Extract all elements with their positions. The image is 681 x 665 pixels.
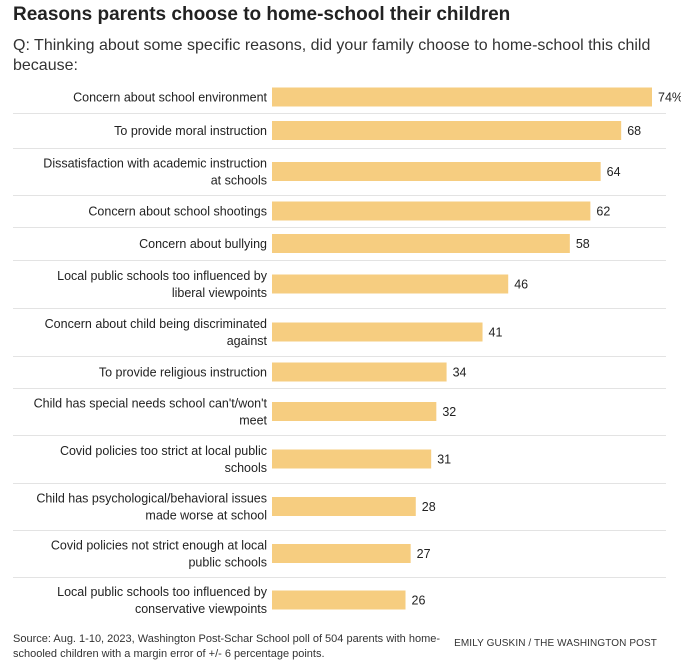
category-label: Covid policies too strict at local publi… [60,444,267,475]
category-label: Concern about school environment [73,91,267,105]
category-label: Child has psychological/behavioral issue… [36,492,267,523]
bar [272,121,622,140]
bar [272,274,509,294]
value-label: 74% [658,91,681,105]
category-label: Local public schools too influenced by co… [57,585,268,616]
chart-subtitle: Q: Thinking about some specific reasons,… [13,37,651,74]
bar [272,544,411,563]
bar [272,201,591,221]
category-label: Concern about school shootings [88,205,267,219]
value-label: 32 [442,405,456,419]
value-label: 62 [596,205,610,219]
category-label: To provide religious instruction [99,366,267,380]
category-label: Local public schools too influenced by li… [57,269,268,300]
bar [272,497,416,516]
bar [272,87,652,107]
value-label: 34 [453,366,467,380]
bar [272,402,437,421]
bar [272,234,570,253]
value-label: 26 [412,594,426,608]
value-label: 27 [417,547,431,561]
value-label: 31 [437,453,451,467]
category-label: Concern about child being discriminated a… [45,317,268,348]
bar [272,162,601,181]
category-label: Concern about bullying [139,237,267,251]
source-note: Source: Aug. 1-10, 2023, Washington Post… [13,633,441,660]
bar [272,322,483,342]
value-label: 41 [489,326,503,340]
value-label: 64 [607,165,621,179]
credit-line: EMILY GUSKIN / THE WASHINGTON POST [454,638,657,649]
category-label: To provide moral instruction [114,124,267,138]
category-label: Child has special needs school can't/won… [34,397,268,428]
category-label: Covid policies not strict enough at loca… [51,539,267,570]
value-label: 46 [514,278,528,292]
value-label: 28 [422,500,436,514]
bar [272,449,432,469]
chart-title: Reasons parents choose to home-school th… [13,4,511,25]
category-label: Dissatisfaction with academic instructio… [43,157,267,188]
value-label: 58 [576,237,590,251]
value-label: 68 [627,124,641,138]
bar [272,590,406,610]
bar [272,362,447,382]
